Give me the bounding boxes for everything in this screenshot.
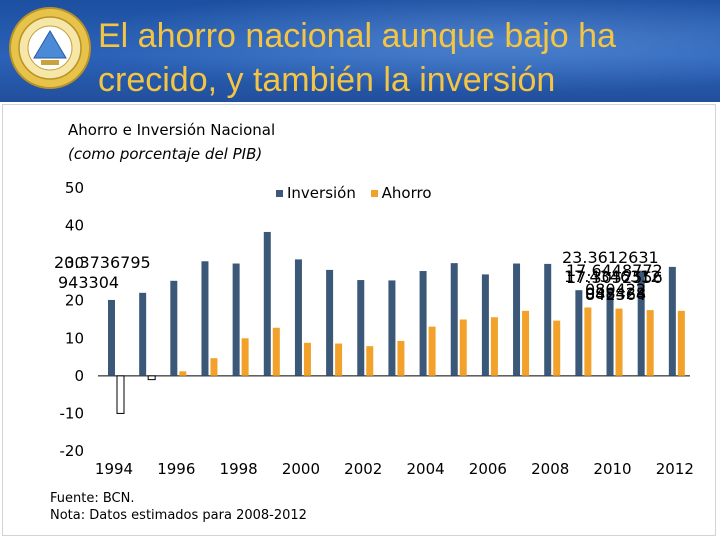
bar-ahorro	[397, 340, 405, 376]
x-tick-label: 1994	[95, 460, 133, 478]
bar-inversion	[201, 261, 209, 376]
bar-inversion	[108, 299, 115, 376]
bar-inversion	[481, 274, 489, 376]
bar-ahorro	[147, 375, 156, 381]
chart-subtitle: (como porcentaje del PIB)	[68, 145, 263, 163]
x-tick-label: 1998	[220, 460, 258, 478]
bar-ahorro	[522, 310, 530, 376]
slide-title-line-1: El ahorro nacional aunque bajo ha	[98, 17, 616, 55]
bar-ahorro	[584, 307, 592, 376]
footer-source: Fuente: BCN.	[50, 491, 135, 506]
bar-ahorro	[428, 326, 436, 376]
legend-label-ahorro: Ahorro	[381, 184, 432, 202]
data-label: 20.3736795	[54, 253, 151, 272]
data-label: 17.3052556	[566, 268, 663, 287]
data-label: 842364	[585, 285, 646, 304]
bar-ahorro	[210, 358, 218, 376]
data-label: 17.4346312	[564, 267, 661, 286]
bar-inversion	[637, 270, 645, 376]
x-tick-label: 2002	[344, 460, 382, 478]
bar-ahorro	[490, 317, 498, 376]
bar-inversion	[357, 280, 365, 376]
footer-note: Nota: Datos estimados para 2008-2012	[50, 508, 307, 523]
x-tick-label: 1996	[157, 460, 195, 478]
slide-title-line-2: crecido, y también la inversión	[98, 61, 556, 99]
bar-ahorro	[615, 308, 623, 376]
bar-inversion	[263, 231, 271, 376]
x-tick-label: 2012	[656, 460, 694, 478]
data-label: 080422	[585, 280, 646, 299]
bar-inversion	[232, 263, 240, 376]
bar-inversion	[668, 266, 676, 376]
chart-title: Ahorro e Inversión Nacional	[68, 121, 276, 139]
legend-swatch-ahorro	[370, 190, 378, 197]
legend-item-inversion: Inversión	[276, 184, 356, 202]
chart-footer: Fuente: BCN. Nota: Datos estimados para …	[50, 490, 307, 524]
y-tick-label: 10	[65, 329, 84, 347]
bar-inversion	[606, 288, 614, 376]
bar-ahorro	[646, 310, 654, 376]
bar-ahorro	[272, 327, 280, 376]
data-label: 088428	[585, 284, 646, 303]
x-tick-label: 2010	[593, 460, 631, 478]
bar-inversion	[544, 263, 552, 376]
bar-inversion	[388, 280, 396, 376]
bar-ahorro	[677, 310, 685, 376]
central-bank-seal-logo	[9, 7, 91, 89]
y-tick-label: 0	[74, 367, 84, 385]
bar-inversion	[419, 271, 427, 376]
y-tick-label: 50	[65, 179, 84, 197]
slide-title: El ahorro nacional aunque bajo ha crecid…	[98, 14, 713, 102]
bar-inversion	[139, 292, 147, 376]
y-tick-label: -20	[60, 442, 85, 460]
data-label: 943304	[58, 273, 119, 292]
bar-ahorro	[241, 338, 249, 376]
bar-ahorro	[335, 343, 343, 376]
x-tick-label: 2006	[469, 460, 507, 478]
data-label: 17.6448772	[566, 261, 663, 280]
y-tick-label: 40	[65, 217, 84, 235]
bar-ahorro	[303, 342, 311, 376]
legend-item-ahorro: Ahorro	[370, 184, 432, 202]
title-banner: El ahorro nacional aunque bajo ha crecid…	[0, 0, 720, 102]
y-tick-label: 20	[65, 292, 84, 310]
bar-inversion	[575, 290, 583, 376]
bar-ahorro	[366, 346, 374, 376]
x-tick-label: 2000	[282, 460, 320, 478]
legend-label-inversion: Inversión	[287, 184, 356, 202]
bar-inversion	[450, 263, 458, 376]
banner-highlight	[0, 0, 720, 102]
x-tick-label: 2008	[531, 460, 569, 478]
chart-legend: Inversión Ahorro	[276, 184, 442, 202]
bar-inversion	[170, 280, 178, 376]
bar-ahorro	[553, 320, 561, 376]
bar-ahorro	[116, 375, 125, 414]
y-tick-label: -10	[60, 404, 85, 422]
bar-inversion	[513, 263, 521, 376]
x-tick-label: 2004	[406, 460, 444, 478]
bar-ahorro	[179, 371, 187, 376]
bar-inversion	[294, 259, 302, 376]
legend-swatch-inversion	[276, 190, 283, 197]
data-label: 23.3612631	[562, 248, 659, 267]
y-tick-label: 30	[65, 254, 84, 272]
bar-ahorro	[459, 319, 467, 376]
bar-inversion	[326, 269, 334, 376]
